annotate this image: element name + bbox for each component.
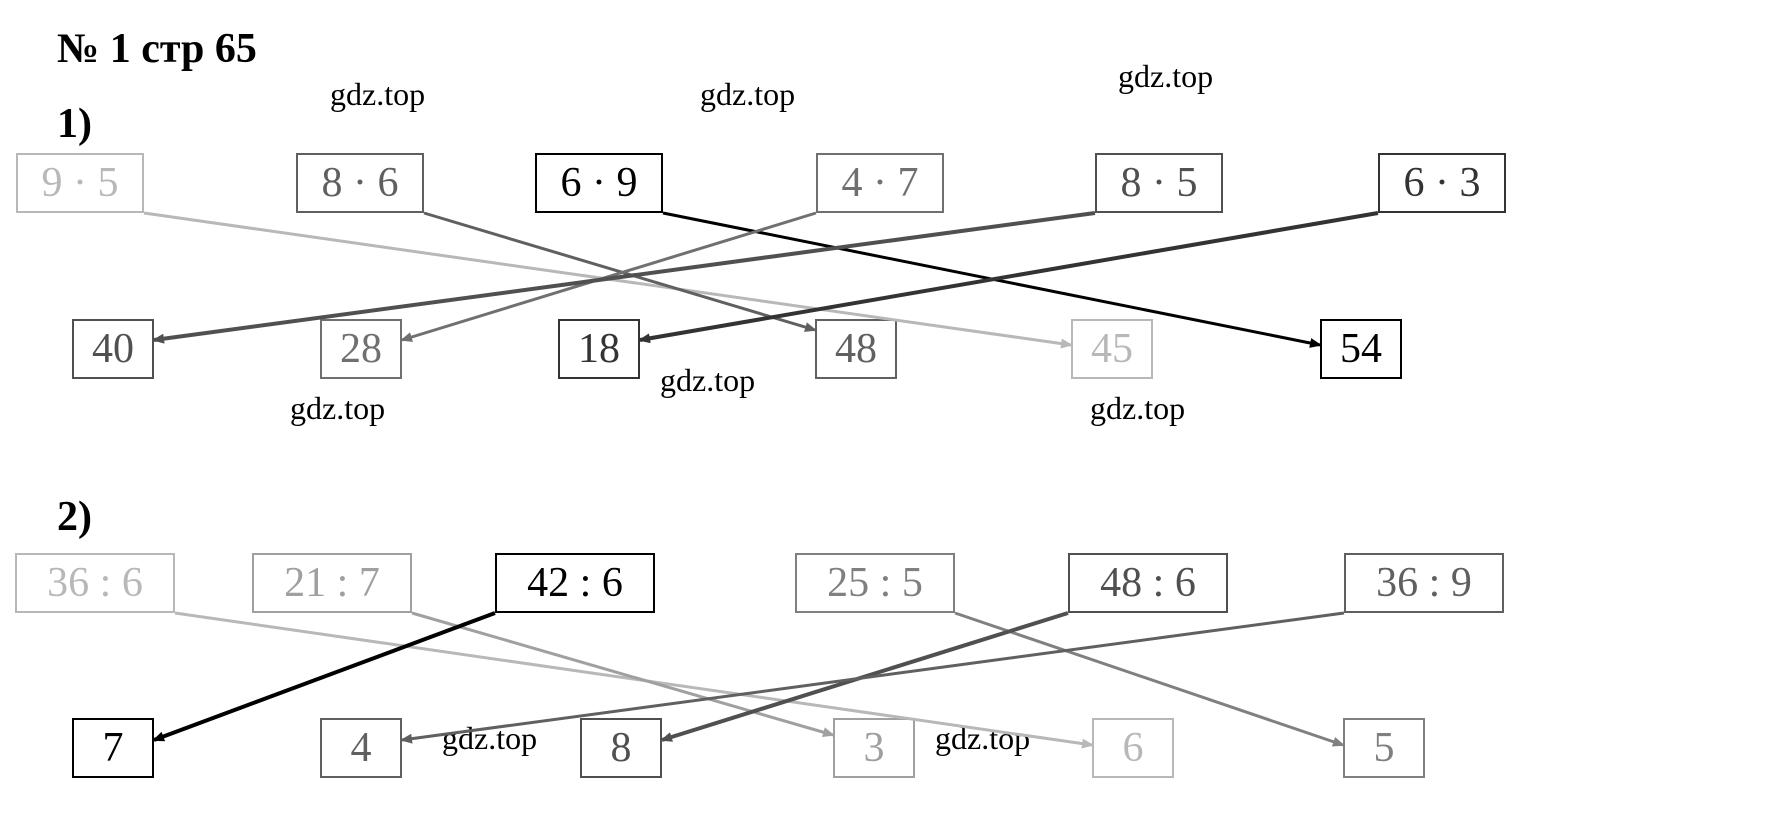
- watermark: gdz.top: [1090, 390, 1185, 427]
- watermark: gdz.top: [1118, 58, 1213, 95]
- watermark: gdz.top: [935, 720, 1030, 757]
- watermark: gdz.top: [330, 76, 425, 113]
- result-box: 54: [1320, 319, 1402, 379]
- match-arrow: [640, 213, 1378, 340]
- result-box: 7: [72, 718, 154, 778]
- expression-box: 48 : 6: [1068, 553, 1228, 613]
- expression-box: 36 : 9: [1344, 553, 1504, 613]
- result-box: 18: [558, 319, 640, 379]
- result-box: 6: [1092, 718, 1174, 778]
- expression-box: 4 · 7: [816, 153, 944, 213]
- expression-box: 8 · 5: [1095, 153, 1223, 213]
- result-box: 8: [580, 718, 662, 778]
- result-box: 48: [815, 319, 897, 379]
- section-1-label: 1): [57, 100, 92, 148]
- watermark: gdz.top: [442, 720, 537, 757]
- result-box: 4: [320, 718, 402, 778]
- match-arrow: [663, 213, 1320, 345]
- expression-box: 36 : 6: [15, 553, 175, 613]
- expression-box: 6 · 3: [1378, 153, 1506, 213]
- result-box: 45: [1071, 319, 1153, 379]
- page-title: № 1 стр 65: [57, 25, 257, 73]
- expression-box: 21 : 7: [252, 553, 412, 613]
- expression-box: 42 : 6: [495, 553, 655, 613]
- section-2-label: 2): [57, 493, 92, 541]
- result-box: 40: [72, 319, 154, 379]
- expression-box: 25 : 5: [795, 553, 955, 613]
- expression-box: 8 · 6: [296, 153, 424, 213]
- result-box: 5: [1343, 718, 1425, 778]
- match-arrow: [412, 613, 833, 735]
- result-box: 3: [833, 718, 915, 778]
- match-arrow: [424, 213, 815, 330]
- watermark: gdz.top: [290, 390, 385, 427]
- expression-box: 6 · 9: [535, 153, 663, 213]
- expression-box: 9 · 5: [16, 153, 144, 213]
- result-box: 28: [320, 319, 402, 379]
- watermark: gdz.top: [660, 362, 755, 399]
- watermark: gdz.top: [700, 76, 795, 113]
